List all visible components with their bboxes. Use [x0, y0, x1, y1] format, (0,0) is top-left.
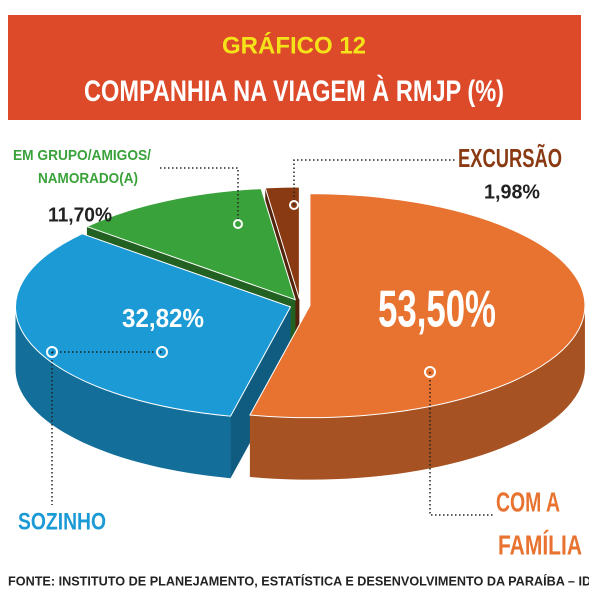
category-label: EM GRUPO/AMIGOS/: [13, 147, 152, 164]
chart-title: COMPANHIA NA VIAGEM À RMJP (%): [84, 74, 504, 108]
slice: [15, 233, 292, 479]
value-label: 32,82%: [122, 303, 204, 333]
value-label: 53,50%: [378, 281, 496, 339]
source: FONTE: INSTITUTO DE PLANEJAMENTO, ESTATÍ…: [8, 573, 589, 588]
value-label: 1,98%: [484, 181, 540, 203]
category-label: SOZINHO: [18, 508, 106, 535]
slice: [249, 193, 586, 480]
slice-side: [15, 306, 231, 479]
slice-top: [15, 233, 292, 417]
value-label: 11,70%: [48, 204, 112, 226]
category-label: NAMORADO(A): [38, 170, 138, 187]
slice-top: [264, 186, 300, 300]
category-label: EXCURSÃO: [458, 143, 562, 173]
slice-top: [249, 193, 586, 419]
chart-kicker: GRÁFICO 12: [222, 31, 366, 59]
leaders: [46, 159, 495, 516]
category-label: COM A: [496, 486, 560, 517]
category-label: FAMÍLIA: [498, 529, 582, 560]
slice-side: [249, 305, 585, 480]
header-band: [8, 15, 581, 120]
slice-top: [85, 188, 297, 301]
pie: [15, 186, 586, 480]
